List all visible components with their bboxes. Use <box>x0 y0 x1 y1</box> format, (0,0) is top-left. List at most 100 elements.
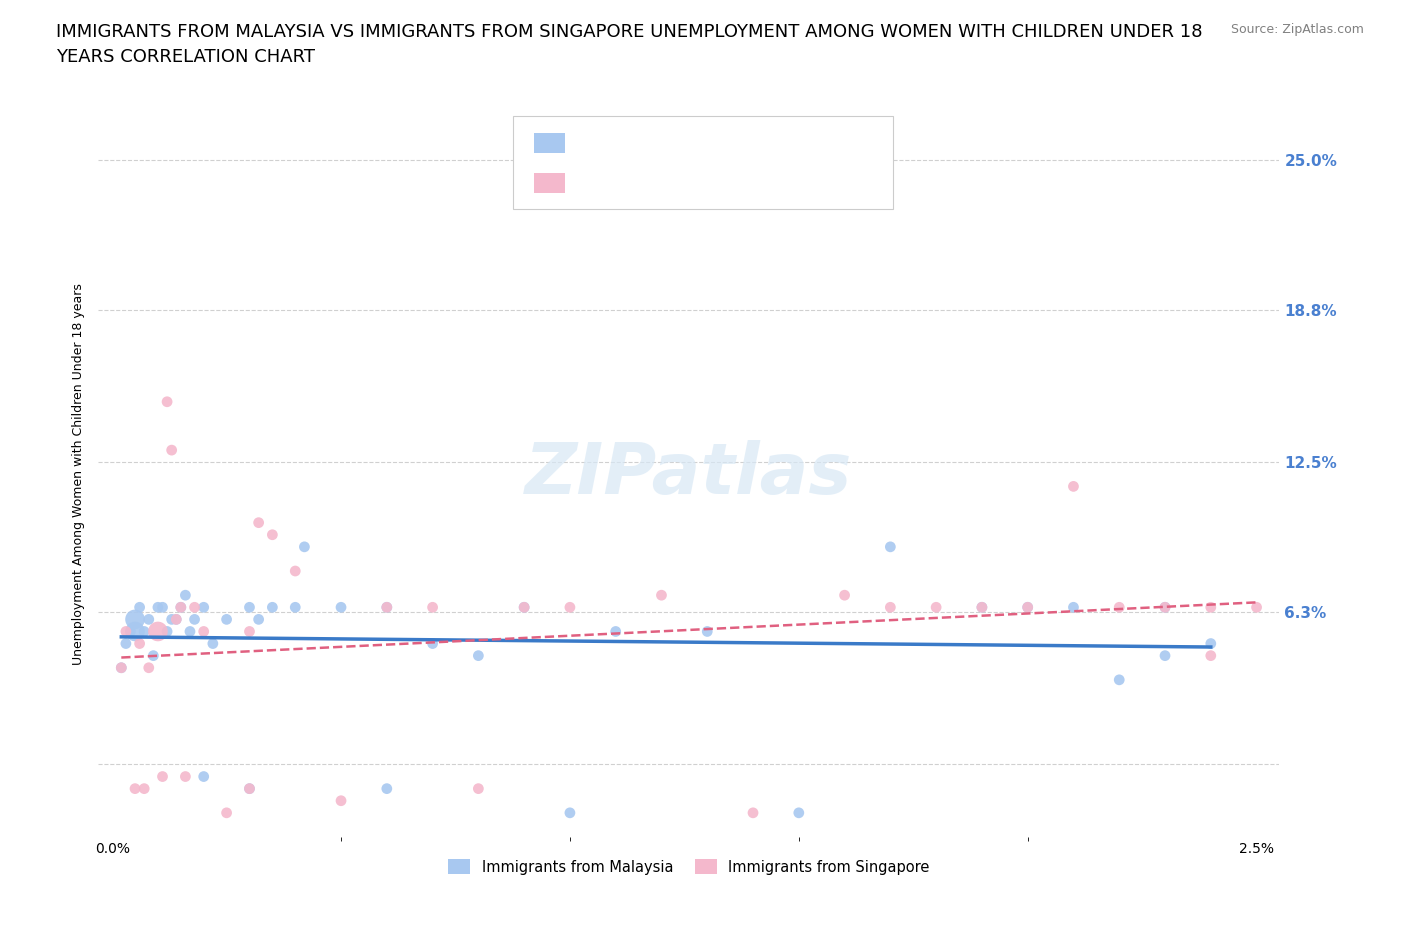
Point <box>138 660 160 675</box>
Point <box>128 600 150 615</box>
Point <box>696 624 718 639</box>
Point <box>124 624 146 639</box>
Point <box>124 612 146 627</box>
Point <box>247 612 270 627</box>
Point <box>1108 672 1130 687</box>
Point <box>375 600 398 615</box>
Point <box>330 600 353 615</box>
Point <box>160 443 183 458</box>
Point <box>1154 600 1177 615</box>
Point <box>1199 636 1222 651</box>
Point <box>284 564 307 578</box>
Text: N =: N = <box>671 176 700 191</box>
Point <box>262 600 284 615</box>
Point <box>422 600 444 615</box>
Text: N =: N = <box>671 136 700 151</box>
Text: YEARS CORRELATION CHART: YEARS CORRELATION CHART <box>56 48 315 66</box>
Point <box>970 600 993 615</box>
Point <box>110 660 132 675</box>
Point <box>115 624 138 639</box>
Point <box>1017 600 1039 615</box>
Text: R =: R = <box>576 176 605 191</box>
Point <box>115 636 138 651</box>
Point <box>201 636 224 651</box>
Text: 0.080: 0.080 <box>607 174 659 193</box>
Point <box>1062 600 1084 615</box>
Text: 0.051: 0.051 <box>607 134 659 153</box>
Point <box>1017 600 1039 615</box>
Point <box>156 624 179 639</box>
Point <box>193 769 215 784</box>
Point <box>1062 479 1084 494</box>
Text: IMMIGRANTS FROM MALAYSIA VS IMMIGRANTS FROM SINGAPORE UNEMPLOYMENT AMONG WOMEN W: IMMIGRANTS FROM MALAYSIA VS IMMIGRANTS F… <box>56 23 1202 41</box>
Point <box>375 781 398 796</box>
Point <box>215 612 238 627</box>
Point <box>375 600 398 615</box>
Point <box>142 648 165 663</box>
Point <box>422 636 444 651</box>
Text: 46: 46 <box>699 134 721 153</box>
Point <box>110 660 132 675</box>
Point <box>152 769 174 784</box>
Point <box>146 624 169 639</box>
Y-axis label: Unemployment Among Women with Children Under 18 years: Unemployment Among Women with Children U… <box>72 284 86 665</box>
Point <box>513 600 536 615</box>
Point <box>160 612 183 627</box>
Text: Source: ZipAtlas.com: Source: ZipAtlas.com <box>1230 23 1364 36</box>
Text: R =: R = <box>576 136 605 151</box>
Point <box>174 769 197 784</box>
Point <box>183 612 205 627</box>
Point <box>215 805 238 820</box>
Point <box>179 624 201 639</box>
Point <box>174 588 197 603</box>
Point <box>193 624 215 639</box>
Point <box>650 588 672 603</box>
Point <box>467 781 489 796</box>
Point <box>1108 600 1130 615</box>
Point <box>1199 648 1222 663</box>
Point <box>165 612 187 627</box>
Point <box>787 805 810 820</box>
Point <box>238 781 260 796</box>
Point <box>238 600 260 615</box>
Point <box>467 648 489 663</box>
Point <box>156 394 179 409</box>
Point <box>330 793 353 808</box>
Point <box>262 527 284 542</box>
Point <box>1246 600 1268 615</box>
Point <box>193 600 215 615</box>
Point <box>284 600 307 615</box>
Point <box>146 600 169 615</box>
Point <box>834 588 856 603</box>
Point <box>170 600 193 615</box>
Point <box>558 600 581 615</box>
Point <box>165 612 187 627</box>
Point <box>1154 648 1177 663</box>
Text: ZIPatlas: ZIPatlas <box>526 440 852 509</box>
Point <box>170 600 193 615</box>
Point <box>742 805 765 820</box>
Point <box>124 781 146 796</box>
Point <box>294 539 316 554</box>
Point <box>183 600 205 615</box>
Legend: Immigrants from Malaysia, Immigrants from Singapore: Immigrants from Malaysia, Immigrants fro… <box>443 854 935 881</box>
Point <box>1199 600 1222 615</box>
Point <box>238 781 260 796</box>
Point <box>513 600 536 615</box>
Point <box>970 600 993 615</box>
Text: 40: 40 <box>699 174 721 193</box>
Point <box>1154 600 1177 615</box>
Point <box>128 636 150 651</box>
Point <box>120 624 142 639</box>
Point <box>247 515 270 530</box>
Point <box>605 624 627 639</box>
Point <box>925 600 948 615</box>
Point <box>138 612 160 627</box>
Point <box>152 600 174 615</box>
Point <box>238 624 260 639</box>
Point <box>879 600 901 615</box>
Point <box>134 781 156 796</box>
Point <box>134 624 156 639</box>
Point <box>558 805 581 820</box>
Point <box>879 539 901 554</box>
